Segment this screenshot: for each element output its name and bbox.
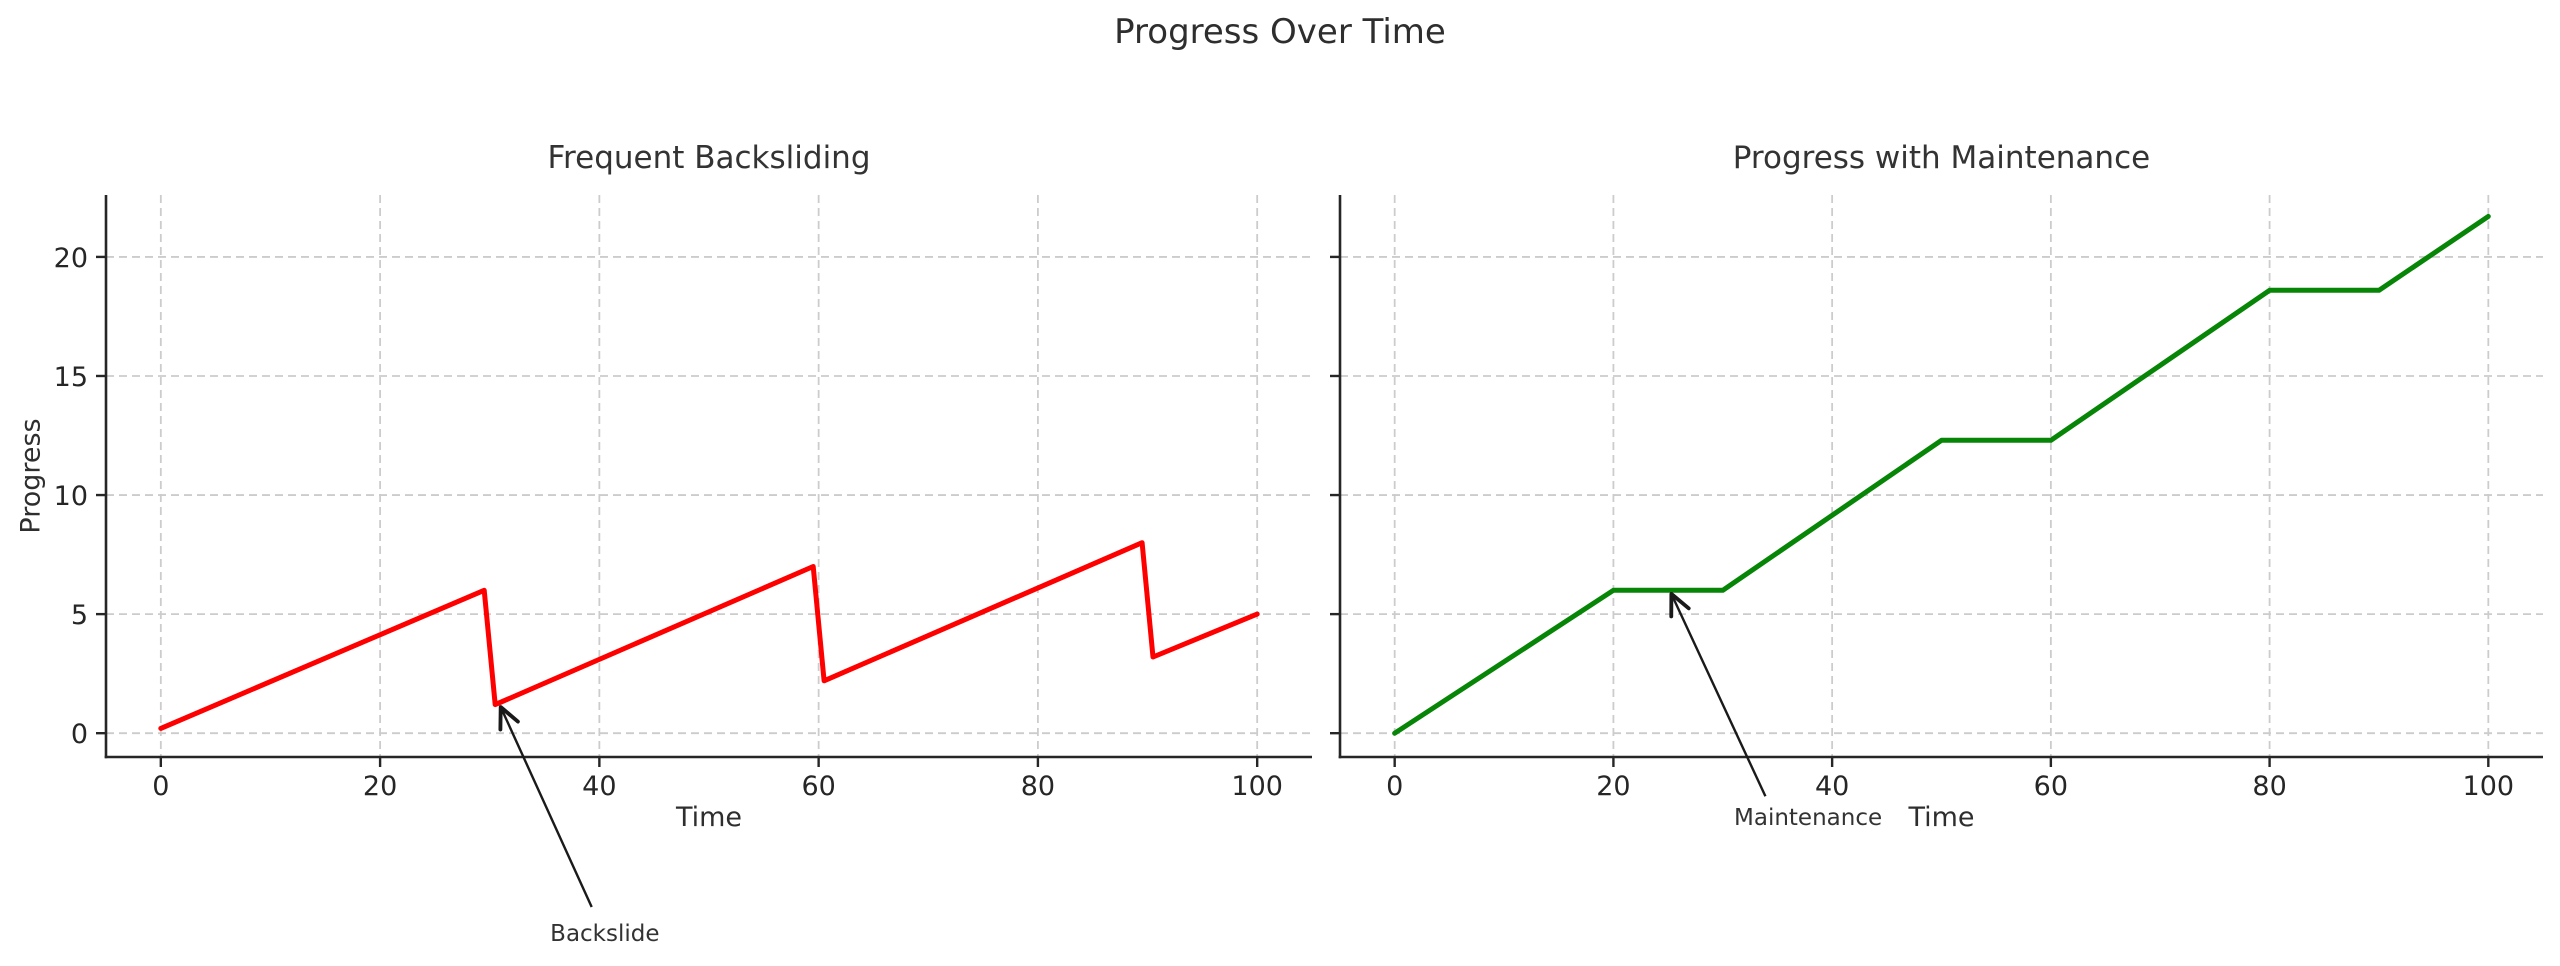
- y-tick-label: 5: [71, 600, 88, 631]
- figure-suptitle: Progress Over Time: [1114, 12, 1446, 52]
- x-tick-label: 80: [1021, 771, 1055, 802]
- x-tick-label: 0: [152, 771, 169, 802]
- x-tick-label: 40: [1815, 771, 1849, 802]
- left-x-axis-label: Time: [675, 802, 743, 833]
- subplot-left-title: Frequent Backsliding: [547, 140, 871, 176]
- annotation-arrow: [1669, 591, 1767, 797]
- subplot-right-title: Progress with Maintenance: [1732, 140, 2151, 176]
- maintenance-annotation-label: Maintenance: [1734, 804, 1883, 831]
- x-tick-label: 20: [1596, 771, 1630, 802]
- backslide-annotation-label: Backslide: [550, 921, 660, 948]
- x-tick-label: 80: [2252, 771, 2286, 802]
- right-x-axis-label: Time: [1908, 802, 1975, 833]
- left-y-axis-label: Progress: [15, 418, 47, 534]
- x-tick-label: 40: [582, 771, 616, 802]
- x-tick-label: 0: [1386, 771, 1403, 802]
- series-line: [158, 540, 1260, 731]
- x-tick-label: 60: [2034, 771, 2068, 802]
- x-tick-label: 100: [1231, 771, 1283, 802]
- x-tick-label: 100: [2463, 771, 2515, 802]
- y-tick-label: 10: [54, 481, 88, 512]
- y-tick-label: 15: [54, 362, 88, 393]
- x-tick-label: 60: [801, 771, 835, 802]
- x-tick-label: 20: [363, 771, 397, 802]
- y-tick-label: 20: [54, 243, 88, 274]
- y-tick-label: 0: [71, 719, 88, 750]
- series-line: [1392, 213, 2491, 736]
- annotation-arrow: [498, 705, 593, 908]
